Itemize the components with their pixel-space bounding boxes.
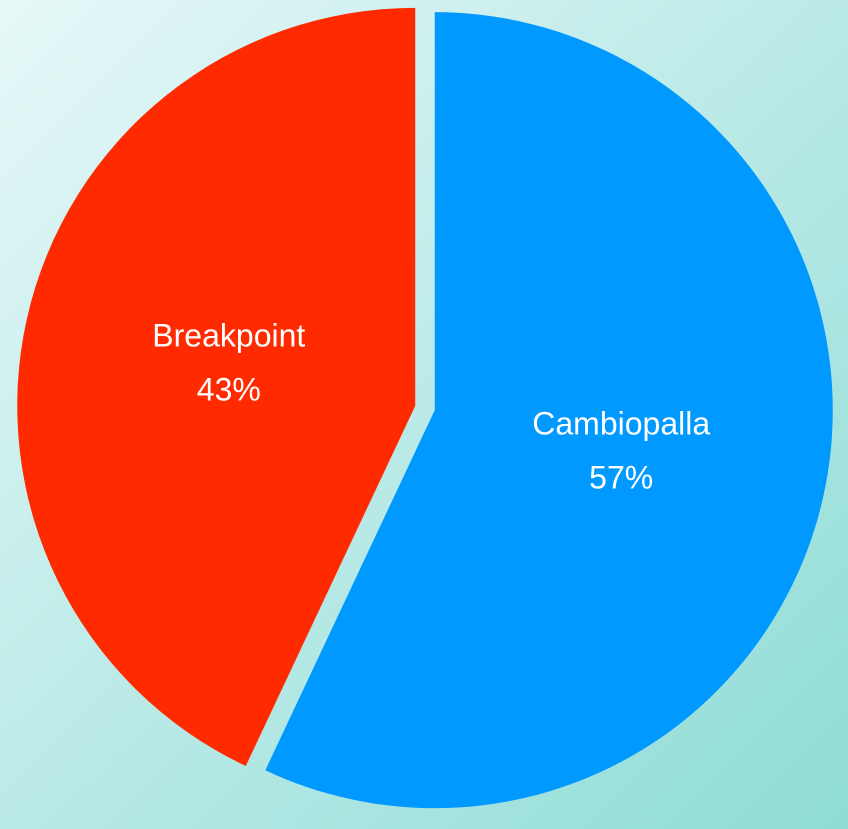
slice-label: Breakpoint xyxy=(152,318,305,354)
pie-slice xyxy=(265,12,833,809)
slice-value-label: 57% xyxy=(589,459,653,495)
pie-slice xyxy=(17,7,416,766)
slice-label: Cambiopalla xyxy=(532,405,710,441)
slice-value-label: 43% xyxy=(197,372,261,408)
